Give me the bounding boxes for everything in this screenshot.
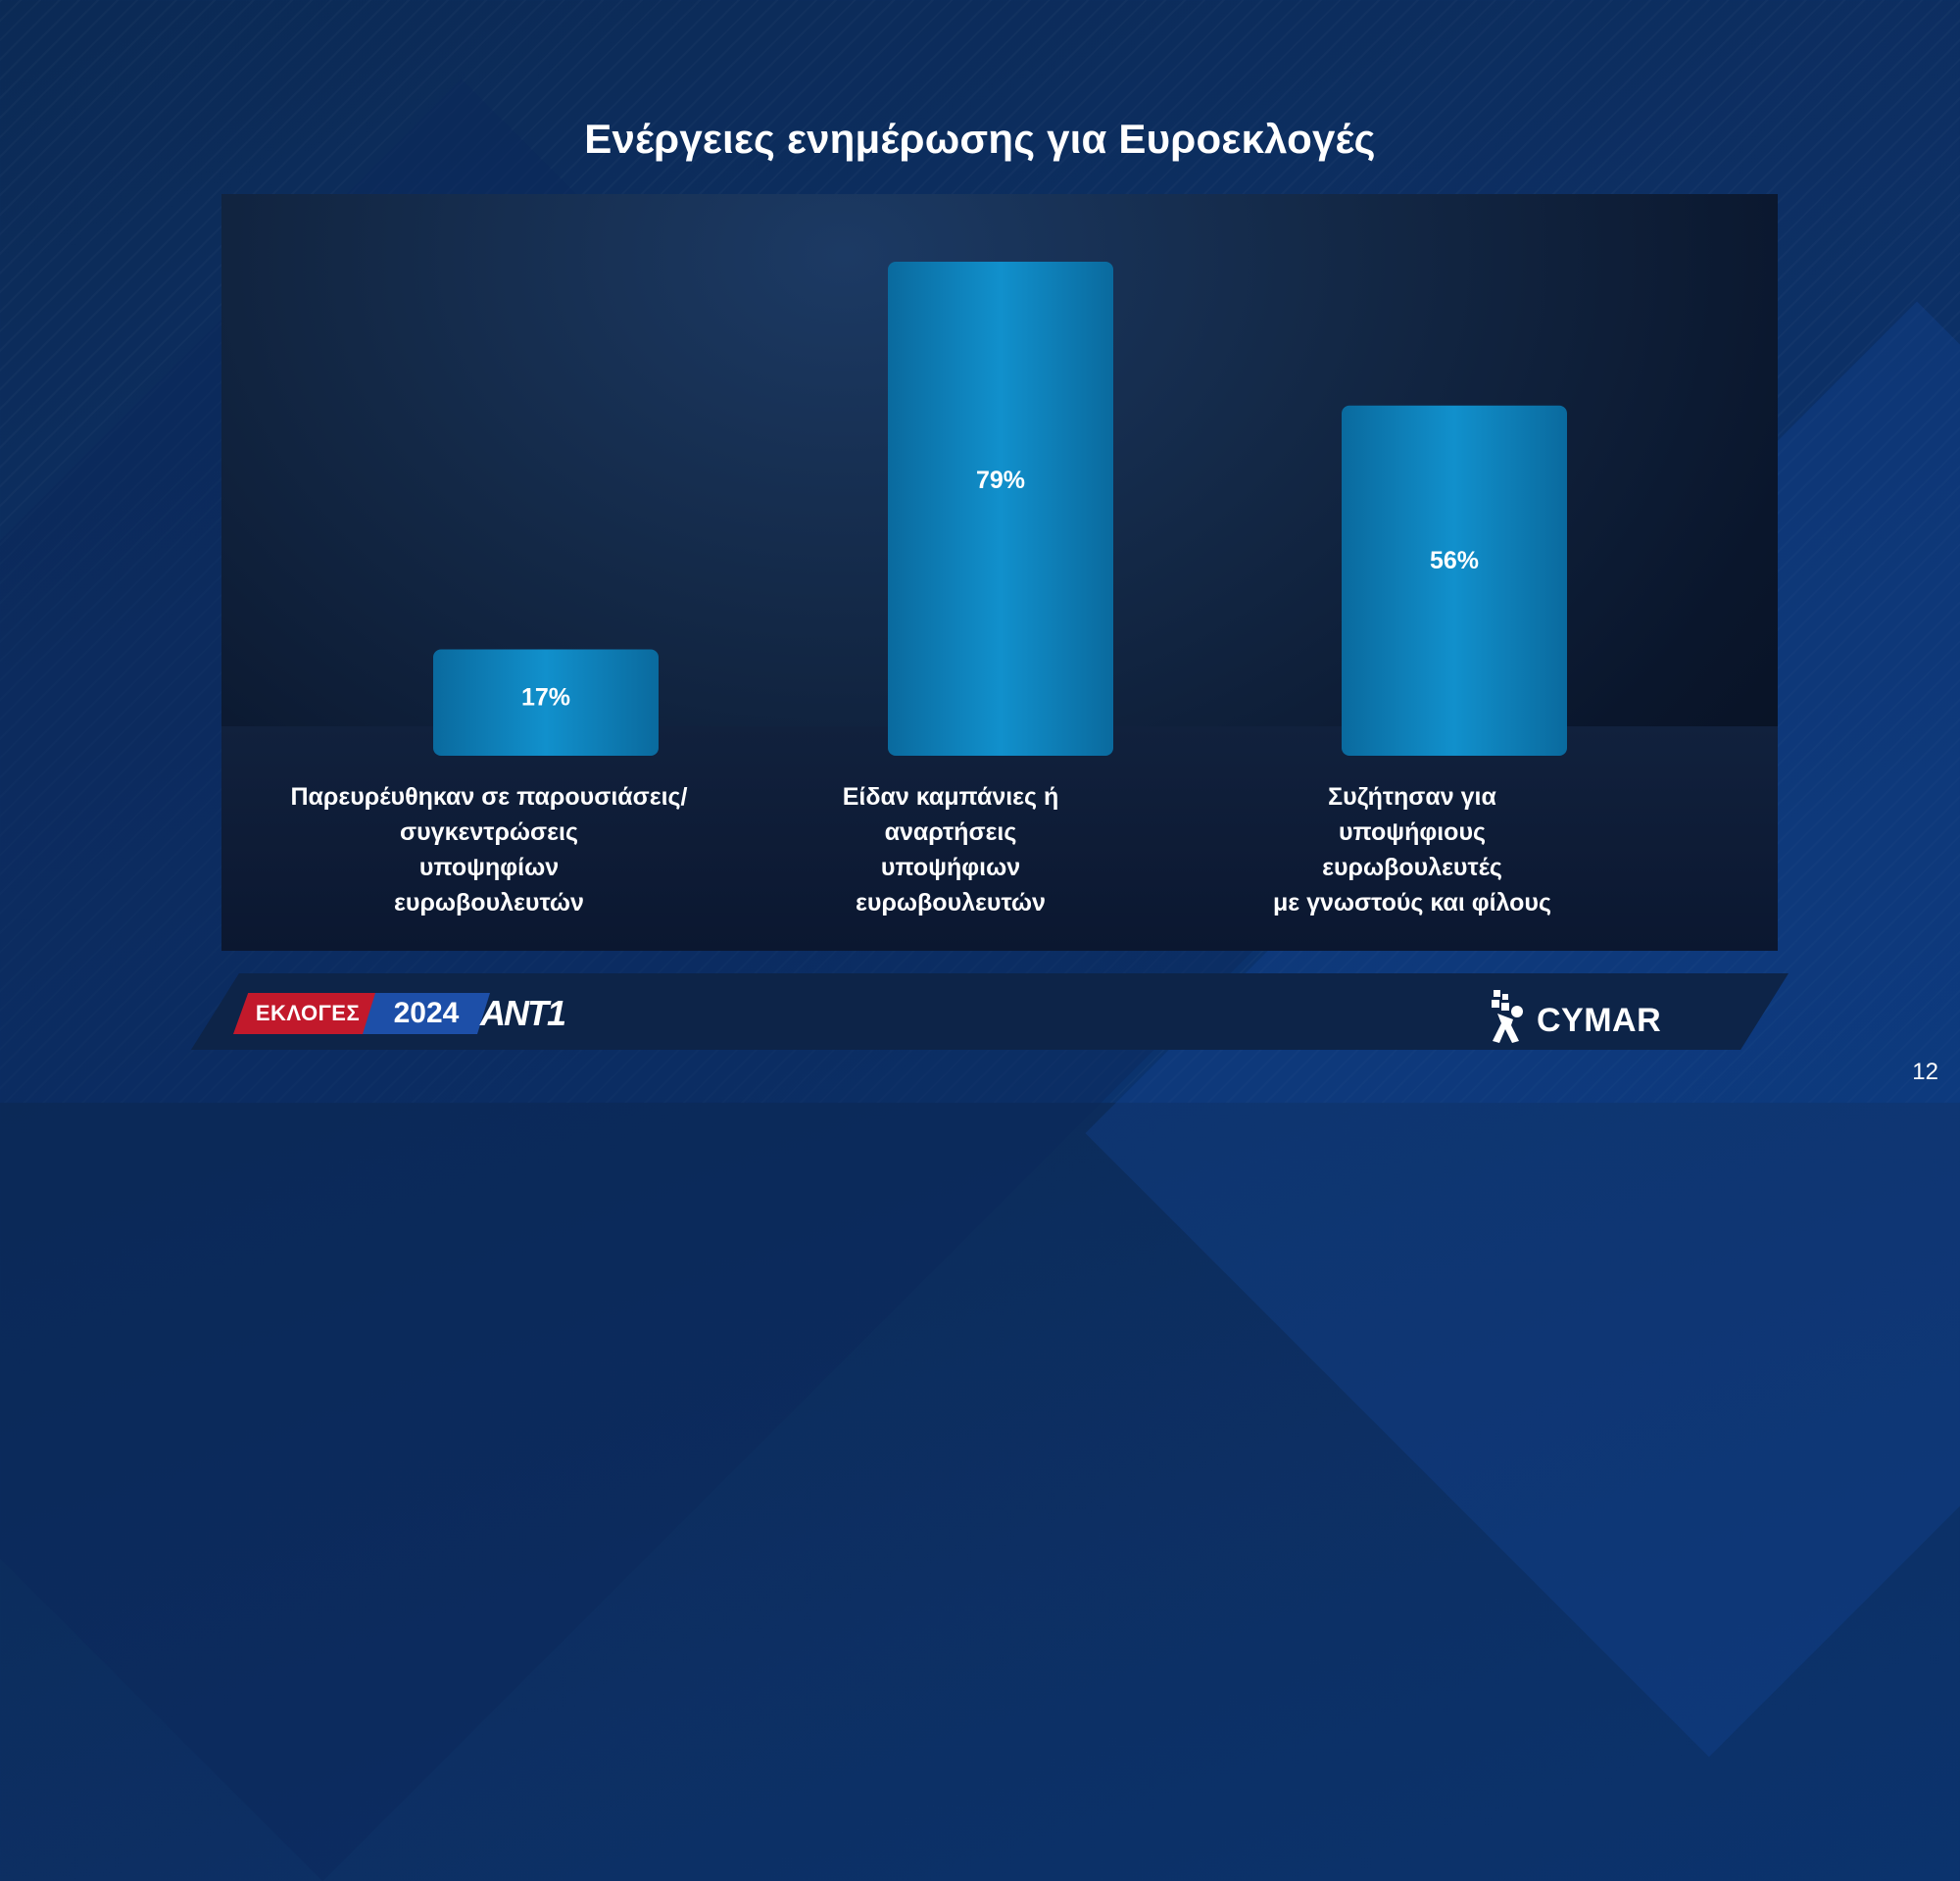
chart-panel: 17% 79% 56% Παρευρέυθηκαν σε παρουσιάσεις/…	[221, 194, 1778, 951]
category-label-0: Παρευρέυθηκαν σε παρουσιάσεις/συγκεντρώσ…	[234, 779, 744, 920]
data-label-0: 17%	[521, 683, 570, 711]
data-label-1: 79%	[976, 467, 1025, 494]
chart-title: Ενέργειες ενημέρωσης για Ευροεκλογές	[584, 116, 1376, 162]
page-number: 12	[1912, 1059, 1938, 1085]
bar-chart: 17% 79% 56%	[433, 262, 1567, 756]
category-label-line: υποψήφιων	[880, 854, 1021, 881]
category-label-1: Είδαν καμπάνιες ή αναρτήσεις υποψήφιων ευρω…	[696, 779, 1205, 920]
category-label-line: ευρωβουλευτών	[856, 889, 1046, 916]
chart-floor	[221, 726, 1778, 951]
category-label-line: Είδαν καμπάνιες ή	[842, 783, 1059, 811]
category-label-line: υποψηφίων	[418, 854, 560, 881]
category-label-line: Συζήτησαν για	[1328, 783, 1496, 811]
category-label-line: ευρωβουλευτές	[1322, 854, 1502, 881]
cymar-wordmark: CYMAR	[1537, 1002, 1662, 1039]
pollster-logo: CYMAR	[1488, 986, 1674, 1047]
category-label-line: αναρτήσεις	[884, 818, 1017, 846]
category-label-2: Συζήτησαν για υποψήφιους ευρωβουλευτές με γ…	[1157, 779, 1667, 920]
category-label-line: με γνωστούς και φίλους	[1273, 889, 1551, 916]
cymar-figure-icon	[1492, 990, 1523, 1043]
channel-logo: ΑΝΤ1	[480, 993, 566, 1033]
bar-1	[888, 262, 1113, 756]
category-label-line: ευρωβουλευτών	[394, 889, 584, 916]
category-label-line: υποψήφιους	[1338, 818, 1487, 846]
data-label-2: 56%	[1430, 547, 1479, 574]
category-label-line: συγκεντρώσεις	[400, 818, 578, 846]
category-label-line: Παρευρέυθηκαν σε παρουσιάσεις/	[290, 783, 688, 811]
election-year-logo: 2024	[363, 993, 490, 1034]
bar-0	[433, 649, 659, 756]
election-logo: ΕΚΛΟΓΕΣ	[233, 993, 382, 1034]
bar-2	[1342, 405, 1567, 756]
